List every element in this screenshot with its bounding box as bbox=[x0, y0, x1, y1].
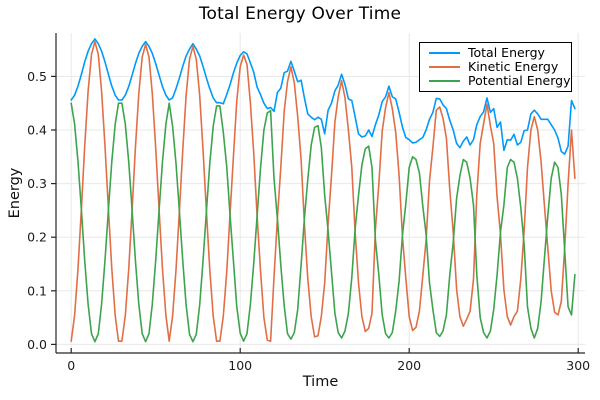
x-tick-label: 100 bbox=[228, 358, 252, 373]
legend-item-potential-energy: Potential Energy bbox=[429, 74, 571, 88]
x-tick-label: 0 bbox=[67, 358, 75, 373]
y-tick-label: 0.0 bbox=[27, 337, 47, 352]
legend-line-sample-kinetic bbox=[429, 66, 460, 68]
y-tick-label: 0.3 bbox=[27, 176, 47, 191]
legend-label-potential: Potential Energy bbox=[468, 72, 571, 88]
x-axis-label: Time bbox=[302, 374, 339, 390]
legend-item-total-energy: Total Energy bbox=[429, 44, 562, 60]
legend-line-sample-potential bbox=[429, 80, 460, 83]
y-tick-label: 0.1 bbox=[27, 283, 47, 298]
y-axis-label: Energy bbox=[7, 167, 23, 219]
legend: Total Energy Kinetic Energy Potential En… bbox=[419, 42, 572, 92]
series-line-kinetic-energy bbox=[70, 40, 576, 343]
x-tick-label: 200 bbox=[397, 358, 421, 373]
y-tick-label: 0.4 bbox=[27, 123, 47, 138]
chart-title: Total Energy Over Time bbox=[198, 4, 402, 24]
legend-label-kinetic: Kinetic Energy bbox=[468, 58, 559, 74]
y-tick-label: 0.5 bbox=[27, 69, 47, 84]
y-tick-label: 0.2 bbox=[27, 230, 47, 245]
series-line-total-energy bbox=[70, 38, 576, 155]
series-line-potential-energy bbox=[70, 102, 576, 343]
legend-item-kinetic-energy: Kinetic Energy bbox=[429, 58, 562, 74]
legend-line-sample-total bbox=[429, 51, 460, 54]
x-tick-label: 300 bbox=[566, 358, 590, 373]
legend-label-total: Total Energy bbox=[468, 44, 545, 60]
